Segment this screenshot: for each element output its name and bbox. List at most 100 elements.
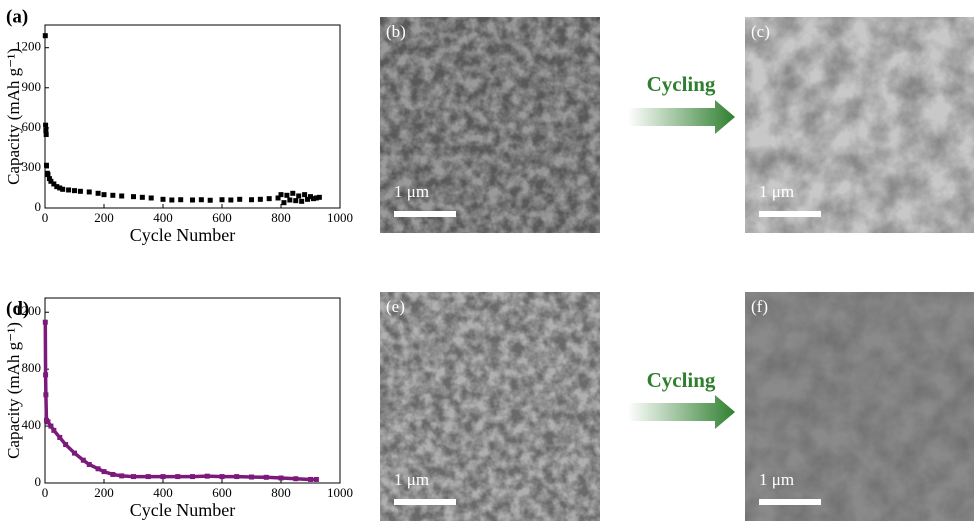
- data-point: [208, 198, 213, 203]
- data-point: [299, 199, 304, 204]
- data-point: [249, 197, 254, 202]
- data-point: [44, 132, 49, 137]
- y-tick-label: 0: [35, 199, 42, 214]
- data-point: [175, 474, 180, 479]
- scale-bar-label: 1 μm: [759, 182, 794, 201]
- y-tick-label: 400: [22, 417, 42, 432]
- y-tick-label: 0: [35, 474, 42, 489]
- data-point: [220, 197, 225, 202]
- data-point: [190, 474, 195, 479]
- data-point: [302, 192, 307, 197]
- data-point: [161, 474, 166, 479]
- x-tick-label: 0: [42, 210, 49, 225]
- data-point: [78, 189, 83, 194]
- x-tick-label: 800: [271, 210, 291, 225]
- data-point: [66, 187, 71, 192]
- data-point: [205, 474, 210, 479]
- data-point: [96, 466, 101, 471]
- data-point: [43, 392, 48, 397]
- plot-frame: [45, 25, 340, 208]
- data-point: [43, 33, 48, 38]
- data-point: [48, 424, 53, 429]
- data-point: [220, 474, 225, 479]
- data-point: [96, 191, 101, 196]
- arrow: [628, 395, 735, 429]
- x-tick-label: 200: [94, 485, 114, 500]
- data-point: [293, 476, 298, 481]
- y-tick-label: 800: [22, 360, 42, 375]
- data-point: [228, 197, 233, 202]
- data-point: [43, 320, 48, 325]
- data-point: [140, 195, 145, 200]
- data-point: [45, 419, 50, 424]
- data-point: [199, 197, 204, 202]
- data-point: [110, 472, 115, 477]
- data-point: [178, 197, 183, 202]
- data-point: [281, 200, 286, 205]
- data-point: [279, 476, 284, 481]
- y-tick-label: 900: [22, 79, 42, 94]
- plot-frame: [45, 298, 340, 483]
- y-tick-label: 1200: [15, 303, 41, 318]
- data-point: [102, 192, 107, 197]
- data-point: [131, 474, 136, 479]
- data-point: [146, 474, 151, 479]
- x-tick-label: 400: [153, 210, 173, 225]
- x-axis-label: Cycle Number: [130, 225, 235, 245]
- data-point: [131, 194, 136, 199]
- x-tick-label: 1000: [327, 485, 353, 500]
- data-point: [119, 193, 124, 198]
- arrow-label: Cycling: [647, 72, 716, 96]
- data-point: [72, 188, 77, 193]
- data-point: [72, 451, 77, 456]
- data-point: [63, 442, 68, 447]
- panel-label: (a): [6, 6, 28, 27]
- data-point: [234, 474, 239, 479]
- data-point: [287, 197, 292, 202]
- panel-label: (f): [751, 297, 768, 316]
- x-axis-label: Cycle Number: [130, 500, 235, 520]
- data-point: [43, 123, 48, 128]
- y-axis-label: Capacity (mAh g⁻¹): [4, 48, 23, 185]
- scale-bar-label: 1 μm: [759, 470, 794, 489]
- y-tick-label: 600: [22, 119, 42, 134]
- page: Cycling Cycling (b) 1 μm (c) 1 μm (e) 1 μm (f)…: [0, 0, 974, 521]
- panel-label: (c): [751, 22, 770, 41]
- panel-label: (b): [386, 22, 406, 41]
- data-point: [296, 193, 301, 198]
- data-point: [87, 462, 92, 467]
- figure: Cycling Cycling (b) 1 μm (c) 1 μm (e) 1 μm (f)…: [0, 0, 974, 521]
- data-point: [267, 196, 272, 201]
- data-point: [119, 473, 124, 478]
- data-point: [44, 163, 49, 168]
- panel-label: (e): [386, 297, 405, 316]
- x-tick-label: 1000: [327, 210, 353, 225]
- x-tick-label: 0: [42, 485, 49, 500]
- data-point: [237, 197, 242, 202]
- data-point: [290, 191, 295, 196]
- x-tick-label: 600: [212, 210, 232, 225]
- data-point: [258, 197, 263, 202]
- y-axis-label: Capacity (mAh g⁻¹): [4, 322, 23, 459]
- y-tick-label: 300: [22, 159, 42, 174]
- x-tick-label: 800: [271, 485, 291, 500]
- arrow-label: Cycling: [647, 368, 716, 392]
- data-point: [264, 475, 269, 480]
- scale-bar-label: 1 μm: [394, 182, 429, 201]
- data-point: [314, 477, 319, 482]
- data-point: [57, 435, 62, 440]
- arrow: [628, 100, 735, 134]
- data-point: [169, 197, 174, 202]
- data-point: [293, 198, 298, 203]
- data-point: [161, 197, 166, 202]
- scale-bar-label: 1 μm: [394, 470, 429, 489]
- x-tick-label: 200: [94, 210, 114, 225]
- data-point: [284, 193, 289, 198]
- x-tick-label: 400: [153, 485, 173, 500]
- x-tick-label: 600: [212, 485, 232, 500]
- data-point: [279, 192, 284, 197]
- data-point: [51, 428, 56, 433]
- data-line: [45, 322, 316, 479]
- data-point: [110, 193, 115, 198]
- data-point: [43, 372, 48, 377]
